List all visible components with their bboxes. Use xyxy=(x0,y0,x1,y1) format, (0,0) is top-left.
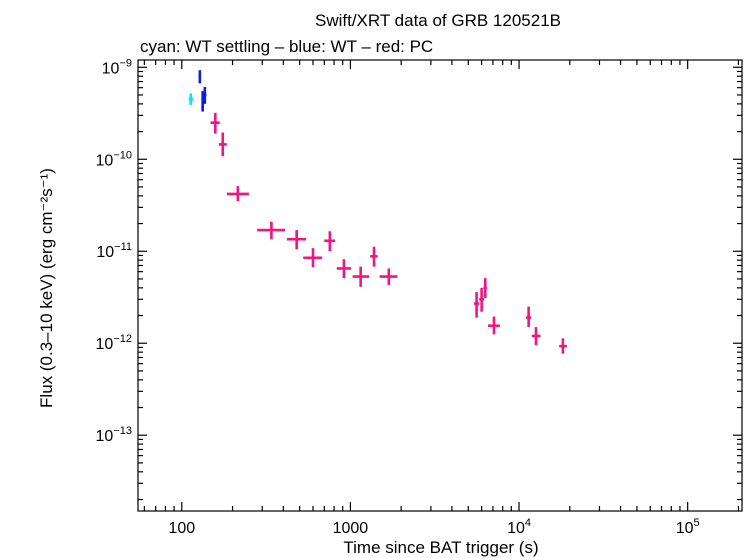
data-point xyxy=(303,248,323,268)
x-axis-label: Time since BAT trigger (s) xyxy=(343,538,538,557)
data-point xyxy=(370,246,378,267)
data-point xyxy=(226,186,249,202)
x-tick-label: 1000 xyxy=(333,520,369,537)
data-point xyxy=(488,316,500,335)
data-point xyxy=(379,268,398,285)
data-point xyxy=(559,338,567,354)
y-tick-label: 10−10 xyxy=(96,149,132,169)
x-tick-label: 105 xyxy=(676,517,700,537)
x-tick-label: 104 xyxy=(507,517,531,537)
data-point xyxy=(286,230,306,250)
data-point xyxy=(526,306,532,328)
data-point xyxy=(479,287,485,312)
y-tick-label: 10−11 xyxy=(96,241,132,261)
data-point xyxy=(201,91,204,112)
data-points xyxy=(188,70,567,354)
axis-ticks xyxy=(138,60,742,511)
data-point xyxy=(218,132,227,157)
y-tick-label: 10−12 xyxy=(96,333,132,353)
y-tick-label: 10−13 xyxy=(96,425,132,445)
plot-frame xyxy=(137,59,743,512)
data-point xyxy=(483,278,487,299)
data-point xyxy=(198,70,202,84)
data-point xyxy=(531,327,541,346)
chart-title: Swift/XRT data of GRB 120521B xyxy=(315,11,561,30)
data-point xyxy=(188,93,194,105)
data-point xyxy=(257,221,286,240)
data-point xyxy=(203,87,207,104)
data-point xyxy=(210,112,220,134)
data-point xyxy=(324,231,335,252)
data-point xyxy=(336,259,352,279)
data-point xyxy=(473,292,480,318)
y-tick-label: 10−9 xyxy=(102,57,132,77)
x-tick-label: 100 xyxy=(168,520,195,537)
tick-labels: 100 1000 104 105 10−9 10−10 10−11 10−12 10−13 xyxy=(96,57,700,537)
data-point xyxy=(352,266,370,287)
chart-subtitle: cyan: WT settling – blue: WT – red: PC xyxy=(140,37,433,56)
y-axis-label: Flux (0.3–10 keV) (erg cm⁻²s⁻¹) xyxy=(37,168,56,408)
